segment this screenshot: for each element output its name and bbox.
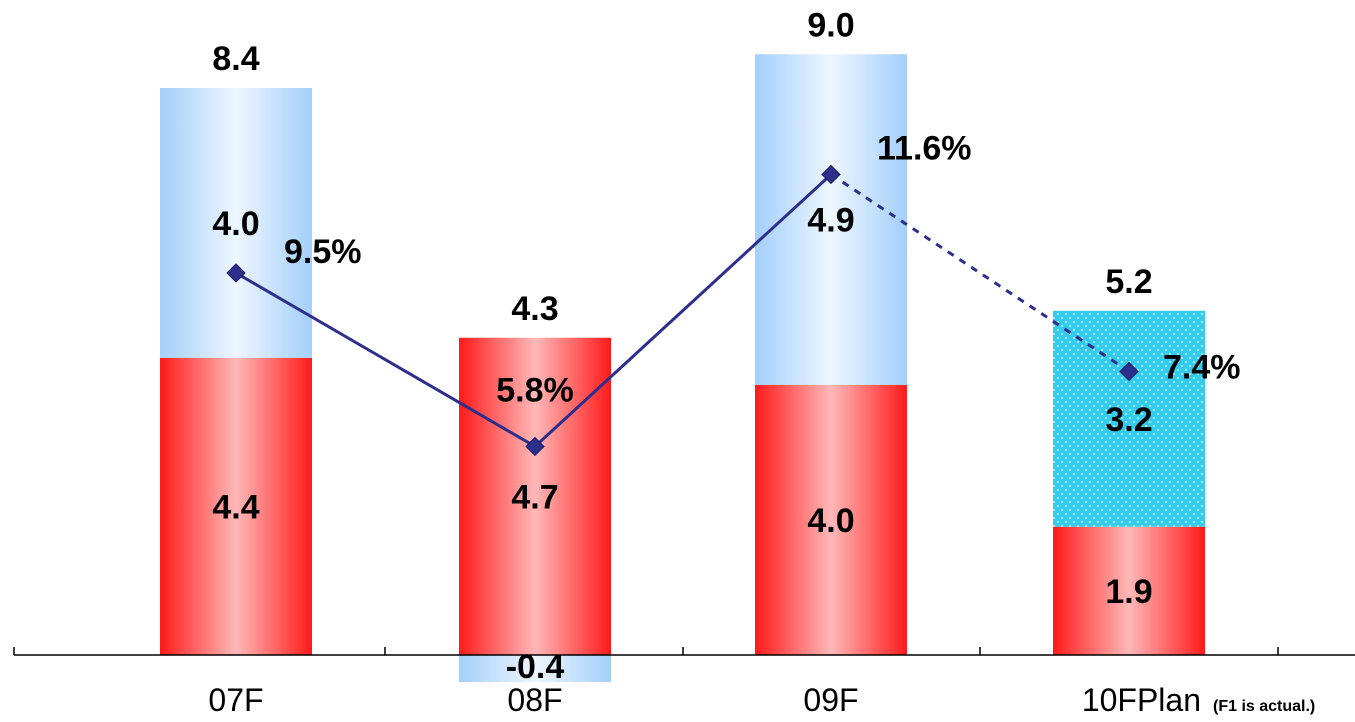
data-label-total-10FPlan: 5.2 [1105, 263, 1152, 301]
line-layer [226, 164, 1139, 457]
data-label-total-09F: 9.0 [807, 6, 854, 44]
bar-upper-08F [459, 655, 611, 682]
bar-lower-10FPlan [1053, 526, 1205, 655]
data-label-upper-09F: 4.9 [807, 202, 854, 240]
category-label-09F: 09F [803, 682, 858, 718]
data-label-upper-07F: 4.0 [212, 205, 259, 243]
category-label-10FPlan: 10FPlan [1082, 682, 1201, 718]
data-label-total-08F: 4.3 [511, 290, 558, 328]
line-marker-08F [525, 436, 545, 457]
category-label-08F: 08F [507, 682, 562, 718]
bars-layer [160, 54, 1205, 682]
category-label-07F: 07F [208, 682, 263, 718]
bar-upper-10FPlan [1053, 310, 1205, 527]
line-segment-1 [533, 173, 833, 448]
line-label-09F: 11.6% [877, 129, 972, 167]
axis-layer [13, 647, 1355, 656]
bar-lower-08F [459, 337, 611, 655]
line-marker-09F [821, 164, 841, 185]
line-marker-10FPlan [1119, 361, 1139, 382]
bar-upper-07F [160, 88, 312, 358]
data-label-lower-08F: 4.7 [511, 478, 558, 516]
data-label-total-07F: 8.4 [212, 40, 259, 78]
line-segment-0 [235, 271, 536, 448]
line-segment-2 [830, 173, 1130, 373]
data-label-lower-07F: 4.4 [212, 489, 259, 527]
data-label-upper-08F: -0.4 [506, 648, 565, 686]
labels-layer: 4.4 4.0 8.4 4.7 -0.4 4.3 4.0 4.9 9.0 1.9 3.2 5.2 9.5… [208, 6, 1315, 718]
data-label-lower-09F: 4.0 [807, 502, 854, 540]
line-label-10FPlan: 7.4% [1163, 348, 1241, 386]
line-label-08F: 5.8% [496, 371, 574, 409]
data-label-upper-10FPlan: 3.2 [1105, 401, 1152, 439]
bar-lower-09F [755, 385, 907, 655]
footnote: (F1 is actual.) [1213, 698, 1315, 715]
line-label-07F: 9.5% [284, 233, 362, 271]
data-label-lower-10FPlan: 1.9 [1105, 573, 1152, 611]
line-marker-07F [226, 263, 246, 283]
bar-lower-07F [160, 358, 312, 655]
